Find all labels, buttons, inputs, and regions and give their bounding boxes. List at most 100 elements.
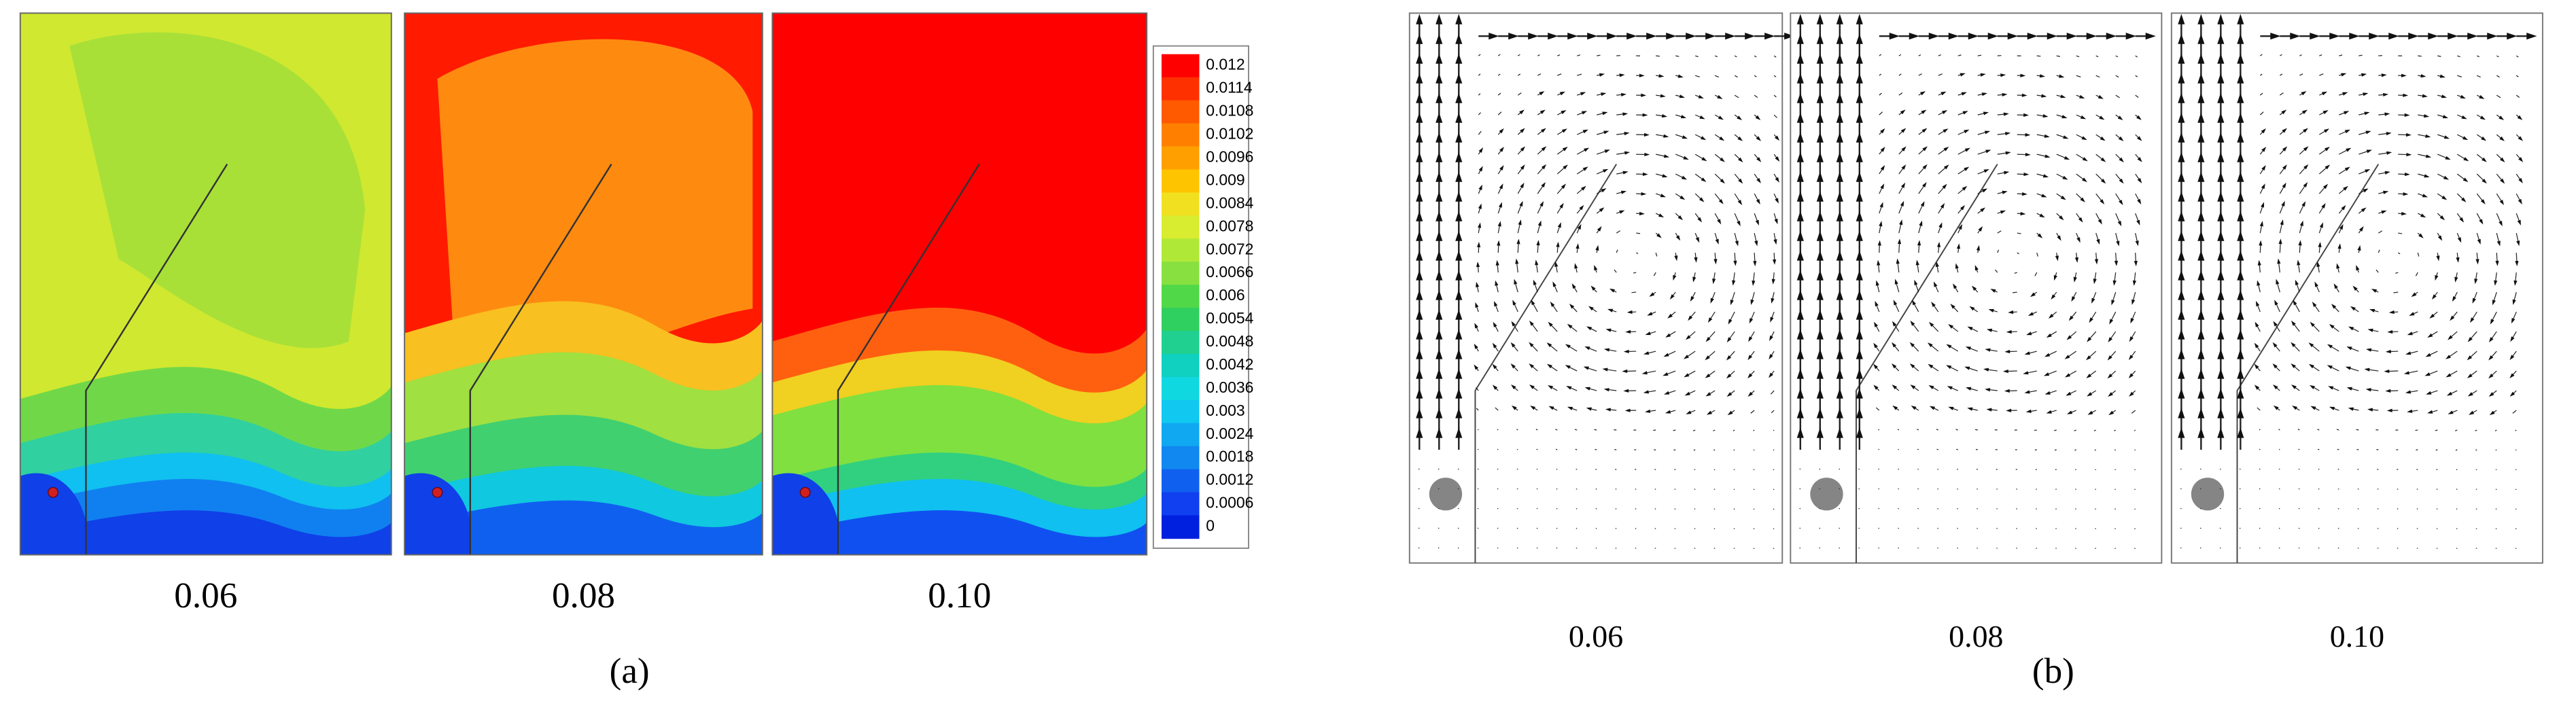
arrow-head [1518, 219, 1522, 226]
vector-arrow [1917, 448, 1919, 450]
arrow-head [2439, 215, 2446, 221]
arrow-head [1836, 270, 1843, 281]
vector-arrow [1974, 429, 1978, 431]
arrow-head [2418, 233, 2424, 238]
arrow-head [1770, 317, 1774, 323]
arrow-head [2061, 115, 2068, 119]
arrow-head [1796, 388, 1804, 399]
arrow-head [2178, 427, 2185, 438]
arrow-head [1679, 195, 1686, 200]
arrow-head [1674, 255, 1678, 262]
arrow-head [1701, 157, 1707, 162]
arrow-head [2346, 387, 2352, 391]
arrow-head [2100, 136, 2106, 141]
arrow-head [2023, 172, 2030, 177]
arrow-head [2325, 164, 2331, 170]
arrow-head [2272, 385, 2278, 390]
vector-arrow [1936, 429, 1939, 431]
arrow-head [2197, 427, 2205, 438]
arrow-head [1435, 73, 1443, 84]
arrow-head [2116, 240, 2120, 247]
arrow-head [2472, 298, 2476, 304]
vector-arrow [1875, 407, 1880, 411]
arrow-head [1816, 427, 1824, 438]
arrow-head [1601, 92, 1607, 96]
vector-arrow [2395, 272, 2399, 274]
arrow-head [1893, 300, 1898, 306]
arrow-head [1626, 310, 1633, 314]
arrow-head [2136, 219, 2140, 226]
vector-arrow [1773, 469, 1775, 471]
arrow-head [1665, 333, 1671, 338]
arrow-head [2435, 274, 2439, 281]
vector-arrow [1418, 488, 1420, 490]
arrow-head [1727, 410, 1733, 416]
arrow-head [2087, 392, 2093, 397]
arrow-head [1900, 109, 1906, 115]
arrow-head [2401, 211, 2407, 216]
arrow-head [1891, 363, 1897, 369]
arrow-head [1641, 371, 1648, 375]
arrow-head [2425, 134, 2431, 138]
arrow-head [2365, 348, 2372, 352]
arrow-head [1983, 169, 1989, 173]
arrow-head [1816, 112, 1824, 123]
arrow-head [1710, 298, 1714, 304]
arrow-head [2301, 91, 2307, 96]
arrow-head [2526, 33, 2537, 40]
colorbar-label: 0.0066 [1206, 263, 1253, 281]
arrow-head [1435, 309, 1443, 320]
arrow-head [1928, 385, 1934, 390]
arrow-head [1416, 92, 1423, 103]
arrow-head [1660, 94, 1666, 98]
arrow-head [1663, 134, 1669, 138]
vector-arrow [2134, 488, 2136, 490]
arrow-head [2381, 73, 2387, 77]
arrow-head [2404, 172, 2410, 177]
arrow-head [1586, 407, 1592, 411]
probe-point [432, 486, 443, 498]
arrow-head [1644, 152, 1650, 157]
arrow-head [1594, 264, 1598, 271]
arrow-head [1946, 365, 1952, 370]
arrow-head [2423, 114, 2430, 118]
arrow-head [1774, 135, 1780, 141]
vector-arrow [1476, 408, 1479, 411]
arrow-head [1922, 146, 1928, 151]
arrow-head [1889, 33, 1900, 40]
vector-arrow [2219, 507, 2221, 510]
arrow-head [1747, 391, 1754, 397]
arrow-head [2197, 270, 2205, 281]
arrow-head [2344, 111, 2350, 115]
arrow-head [1561, 183, 1566, 190]
vector-arrow [2339, 54, 2343, 56]
arrow-head [1557, 222, 1561, 228]
arrow-head [1699, 197, 1705, 202]
arrow-head [2178, 408, 2185, 418]
vector-arrow [1770, 390, 1775, 395]
arrow-head [1475, 302, 1479, 308]
arrow-head [2197, 112, 2205, 123]
arrow-head [1756, 177, 1761, 183]
vector-arrow [2278, 527, 2280, 529]
arrow-head [2310, 33, 2320, 40]
colorbar-swatch [1161, 285, 1200, 308]
arrow-head [2255, 321, 2259, 327]
arrow-head [2333, 283, 2338, 289]
arrow-head [2507, 33, 2518, 40]
arrow-head [1435, 211, 1443, 221]
vector-arrow [2475, 469, 2477, 471]
arrow-head [1897, 238, 1902, 245]
arrow-head [1492, 342, 1497, 349]
arrow-head [1603, 388, 1609, 392]
arrow-head [2405, 351, 2412, 355]
arrow-head [2030, 292, 2036, 298]
arrow-head [1476, 262, 1480, 268]
arrow-head [1658, 213, 1665, 218]
arrow-head [1667, 313, 1673, 319]
arrow-head [2499, 220, 2503, 227]
arrow-head [2383, 190, 2389, 194]
vector-arrow [1936, 448, 1938, 450]
vector-arrow [1692, 429, 1696, 431]
arrow-head [2027, 33, 2038, 40]
